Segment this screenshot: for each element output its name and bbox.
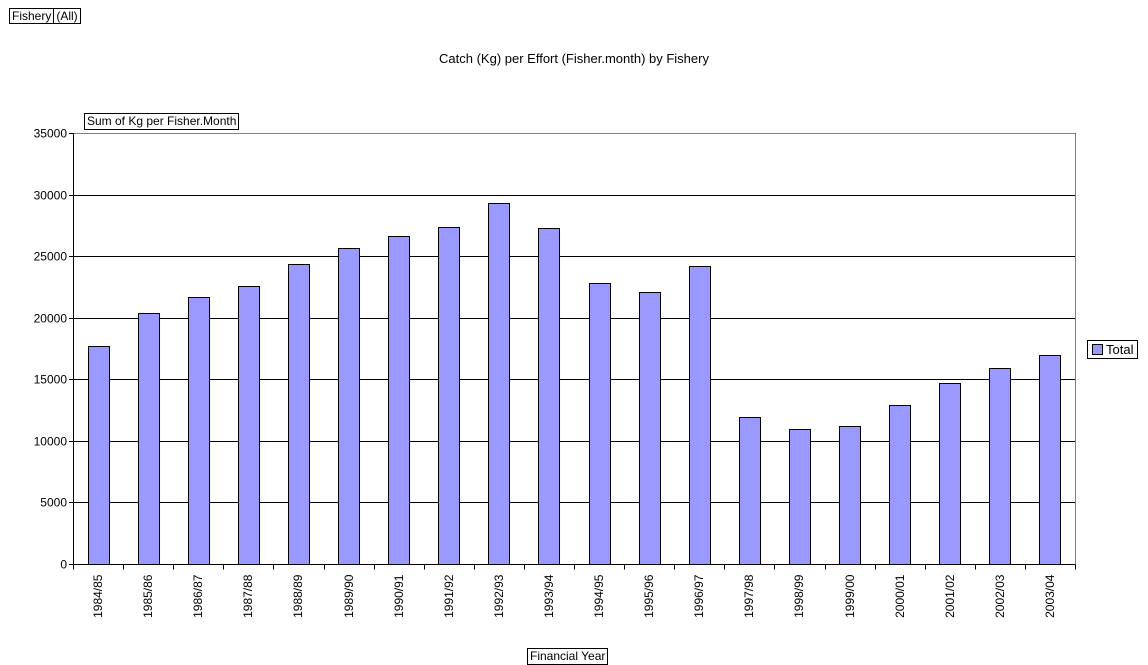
x-tick-label: 1996/97 (692, 574, 706, 618)
bar (488, 203, 510, 565)
bar (188, 297, 210, 565)
bar (1039, 355, 1061, 565)
legend-label: Total (1106, 342, 1134, 357)
x-tick-label: 2001/02 (943, 574, 957, 618)
legend-swatch (1092, 344, 1103, 355)
y-tick-label: 30000 (34, 189, 68, 203)
y-tick-label: 5000 (40, 496, 67, 510)
bar (138, 313, 160, 565)
bar (739, 417, 761, 565)
x-tick-label: 1998/99 (792, 574, 806, 618)
x-tick-label: 1987/88 (241, 574, 255, 618)
bar (939, 383, 961, 565)
bar (789, 429, 811, 565)
y-tick-label: 20000 (34, 312, 68, 326)
filter-field-button[interactable]: Fishery (9, 8, 55, 24)
filter-value-dropdown[interactable]: (All) (54, 8, 81, 24)
bar (889, 405, 911, 565)
chart-legend: Total (1087, 340, 1139, 359)
bar (88, 346, 110, 565)
x-tick-label: 2000/01 (893, 574, 907, 618)
x-tick-label: 1993/94 (542, 574, 556, 618)
bar (689, 266, 711, 565)
x-tick-label: 1988/89 (291, 574, 305, 618)
x-tick-label: 1994/95 (592, 574, 606, 618)
x-tick-label: 2003/04 (1043, 574, 1057, 618)
x-tick-label: 1986/87 (191, 574, 205, 618)
x-tick-label: 1985/86 (141, 574, 155, 618)
bar (438, 227, 460, 565)
bar (639, 292, 661, 565)
x-tick-label: 1984/85 (91, 574, 105, 618)
x-tick-label: 1991/92 (442, 574, 456, 618)
bar (839, 426, 861, 565)
bar (388, 236, 410, 565)
bar (989, 368, 1011, 565)
x-tick-label: 1999/00 (843, 574, 857, 618)
x-tick-label: 1990/91 (392, 574, 406, 618)
plot-area (73, 133, 1076, 565)
y-tick-label: 35000 (34, 127, 68, 141)
x-tick-label: 1995/96 (642, 574, 656, 618)
x-tick-label: 1992/93 (492, 574, 506, 618)
y-tick-label: 0 (60, 558, 67, 572)
page-filter: Fishery (All) (9, 8, 81, 24)
data-field-button[interactable]: Sum of Kg per Fisher.Month (84, 113, 240, 130)
bar (538, 228, 560, 565)
y-tick-label: 25000 (34, 250, 68, 264)
category-field-button[interactable]: Financial Year (527, 648, 609, 665)
bar (288, 264, 310, 565)
bar (238, 286, 260, 565)
x-tick-label: 1989/90 (342, 574, 356, 618)
y-tick-label: 10000 (34, 435, 68, 449)
bar (589, 283, 611, 565)
bar (338, 248, 360, 565)
chart-title: Catch (Kg) per Effort (Fisher.month) by … (439, 51, 709, 66)
x-tick-label: 1997/98 (742, 574, 756, 618)
x-tick-label: 2002/03 (993, 574, 1007, 618)
y-tick-label: 15000 (34, 373, 68, 387)
